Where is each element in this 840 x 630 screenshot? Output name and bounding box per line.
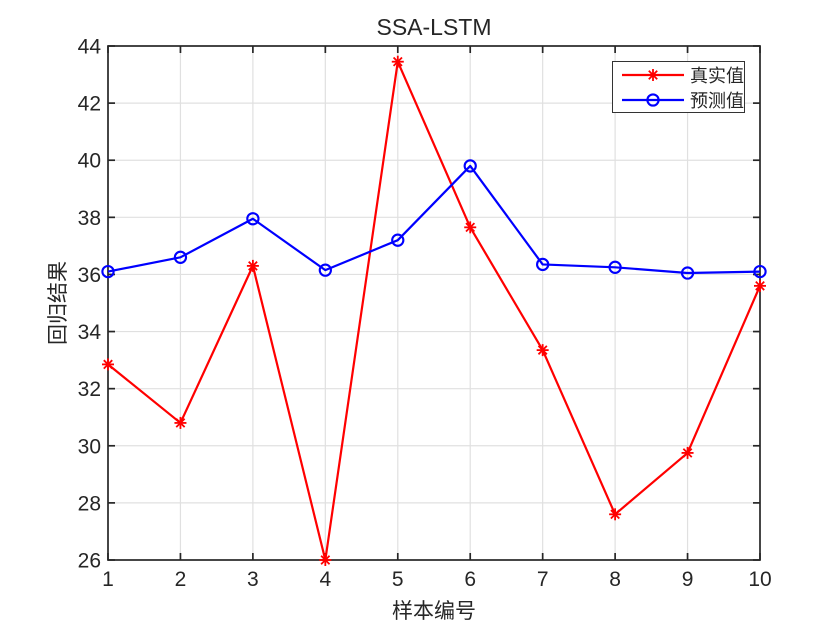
series-1 xyxy=(101,159,767,280)
legend-label: 真实值 xyxy=(690,65,744,86)
x-tick-label: 4 xyxy=(319,568,331,591)
x-tick-label: 3 xyxy=(247,568,259,591)
circle-marker xyxy=(463,159,477,173)
legend-line-sample xyxy=(622,68,684,81)
chart-title: SSA-LSTM xyxy=(376,14,492,40)
y-tick-label: 42 xyxy=(78,93,101,116)
series-0 xyxy=(102,55,766,566)
asterisk-marker xyxy=(537,345,548,355)
y-axis-label: 回归结果 xyxy=(47,261,70,345)
axes-box xyxy=(107,45,761,561)
y-tick-label: 28 xyxy=(78,492,101,515)
y-tick-label: 26 xyxy=(78,550,101,573)
circle-marker xyxy=(101,264,115,279)
y-tick-label: 36 xyxy=(78,264,101,287)
circle-marker xyxy=(318,263,332,277)
x-tick-label: 2 xyxy=(175,568,187,591)
asterisk-marker xyxy=(610,509,620,520)
y-tick-label: 44 xyxy=(78,36,102,59)
x-tick-label: 8 xyxy=(609,568,621,591)
series-line xyxy=(107,60,762,562)
legend-line-sample xyxy=(622,92,684,107)
x-tick-label: 10 xyxy=(748,568,771,591)
x-tick-label: 1 xyxy=(102,568,114,591)
asterisk-marker xyxy=(175,418,186,428)
asterisk-marker xyxy=(320,555,331,565)
legend-entry: 真实值 xyxy=(613,62,744,87)
asterisk-marker xyxy=(648,69,658,80)
y-tick-label: 40 xyxy=(78,150,101,173)
circle-marker xyxy=(646,92,660,107)
y-tick-label: 30 xyxy=(78,435,101,458)
circle-marker xyxy=(608,260,622,274)
circle-marker xyxy=(246,212,260,226)
asterisk-marker xyxy=(248,261,258,271)
circle-marker xyxy=(536,257,550,272)
asterisk-marker xyxy=(392,56,403,67)
x-tick-label: 9 xyxy=(682,568,694,591)
x-tick-label: 7 xyxy=(537,568,549,591)
legend-entry: 预测值 xyxy=(613,87,744,112)
legend-label: 预测值 xyxy=(690,90,744,111)
circle-marker xyxy=(173,250,188,264)
asterisk-marker xyxy=(465,222,476,233)
x-axis-label: 样本编号 xyxy=(392,600,476,623)
asterisk-marker xyxy=(682,448,693,458)
x-tick-label: 5 xyxy=(392,568,404,591)
asterisk-marker xyxy=(755,281,765,291)
legend: 真实值 预测值 xyxy=(612,61,745,113)
y-tick-label: 34 xyxy=(78,321,102,344)
circle-marker xyxy=(680,266,695,280)
asterisk-marker xyxy=(103,359,113,370)
circle-marker xyxy=(753,264,767,279)
circle-marker xyxy=(391,233,405,247)
y-tick-label: 38 xyxy=(78,207,101,230)
x-tick-label: 6 xyxy=(464,568,476,591)
series-line xyxy=(107,164,761,275)
y-tick-label: 32 xyxy=(78,378,101,401)
